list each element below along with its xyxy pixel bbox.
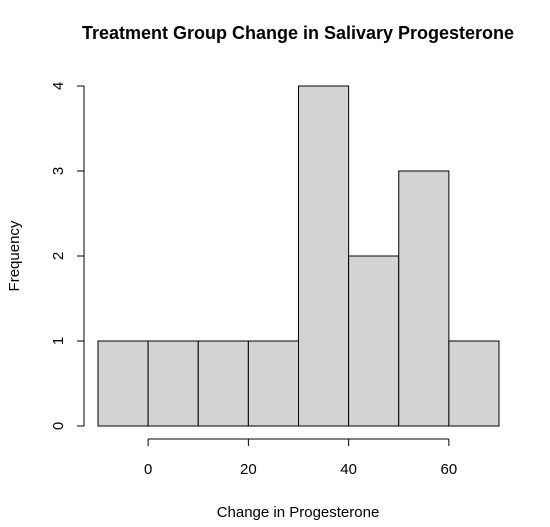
x-tick-label-2: 40	[340, 461, 357, 478]
x-tick-label-0: 0	[144, 461, 152, 478]
histogram-bar-2	[197, 340, 249, 427]
y-tick-label-2: 2	[50, 252, 67, 260]
y-axis: 0 1 2 3 4	[50, 82, 85, 430]
histogram-bar-7	[448, 340, 500, 427]
x-tick-label-3: 60	[441, 461, 458, 478]
x-axis: 0 20 40 60	[144, 438, 458, 478]
histogram-bar-6	[398, 170, 450, 427]
y-tick-label-4: 4	[50, 82, 67, 90]
histogram-bar-5	[348, 255, 400, 427]
y-tick-label-0: 0	[50, 422, 67, 430]
histogram-bar-4	[298, 85, 350, 427]
y-axis-label: Frequency	[6, 220, 23, 291]
y-tick-label-1: 1	[50, 337, 67, 345]
histogram-bar-3	[247, 340, 299, 427]
histogram-bar-0	[97, 340, 149, 427]
y-tick-label-3: 3	[50, 167, 67, 175]
x-tick-label-1: 20	[240, 461, 257, 478]
bars-group	[97, 85, 500, 427]
chart-title: Treatment Group Change in Salivary Proge…	[82, 23, 514, 43]
histogram-bar-1	[147, 340, 199, 427]
x-axis-label: Change in Progesterone	[217, 504, 380, 521]
